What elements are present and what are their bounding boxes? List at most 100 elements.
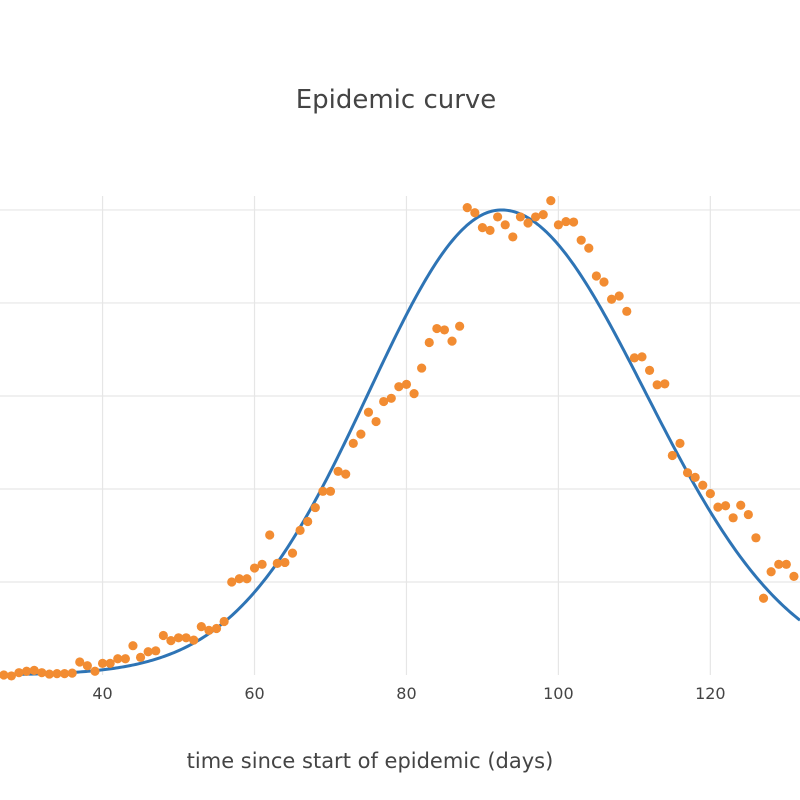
data-point — [325, 486, 336, 496]
data-point — [599, 277, 609, 287]
data-point — [485, 225, 495, 236]
data-point — [257, 559, 267, 569]
x-axis-title: time since start of epidemic (days) — [187, 749, 554, 773]
data-point — [333, 466, 343, 476]
data-point — [713, 502, 723, 512]
data-point — [758, 593, 769, 603]
data-point — [493, 212, 503, 222]
x-tick-label: 80 — [396, 684, 416, 703]
data-point — [105, 658, 115, 668]
fitted-curve-line — [0, 208, 800, 677]
data-point — [158, 630, 168, 641]
data-point — [310, 502, 320, 513]
data-point — [120, 654, 130, 664]
data-point — [553, 220, 564, 230]
chart-title: Epidemic curve — [296, 85, 497, 115]
data-point — [523, 218, 533, 228]
data-point — [477, 223, 488, 233]
data-point — [470, 208, 480, 218]
data-point — [682, 468, 693, 478]
x-tick-label: 60 — [244, 684, 264, 703]
data-point — [736, 500, 746, 510]
data-point — [531, 212, 541, 222]
data-points-layer — [0, 196, 799, 681]
data-point — [0, 670, 9, 680]
data-point — [606, 294, 617, 304]
data-point — [59, 669, 70, 679]
data-point — [82, 661, 92, 671]
data-point — [189, 635, 199, 645]
data-point — [272, 558, 282, 568]
data-point — [394, 382, 404, 392]
data-point — [386, 393, 396, 403]
data-point — [173, 633, 184, 643]
data-point — [75, 657, 85, 667]
data-point — [584, 243, 594, 253]
data-point — [143, 647, 153, 657]
data-point — [629, 353, 639, 363]
data-point — [667, 450, 677, 461]
data-point — [447, 336, 457, 346]
data-point — [728, 513, 738, 523]
data-point — [128, 641, 138, 651]
data-point — [219, 616, 229, 627]
data-point — [21, 666, 32, 676]
data-point — [44, 669, 54, 679]
data-point — [204, 625, 214, 635]
data-point — [249, 563, 260, 573]
data-point — [90, 666, 100, 676]
data-point — [455, 321, 465, 331]
data-point — [576, 235, 586, 245]
data-point — [348, 438, 358, 449]
data-point — [644, 365, 655, 375]
data-point — [432, 323, 442, 334]
data-point — [515, 212, 526, 222]
data-point — [135, 652, 146, 662]
x-tick-label: 40 — [92, 684, 112, 703]
fitted-curve-layer — [0, 208, 800, 677]
data-point — [318, 486, 328, 496]
x-tick-labels: 40 60 80 100 120 — [92, 684, 725, 703]
data-point — [743, 509, 753, 520]
data-point — [287, 548, 298, 558]
data-point — [409, 389, 419, 399]
data-point — [363, 407, 374, 417]
data-point — [234, 574, 244, 584]
data-point — [500, 220, 510, 230]
data-point — [690, 472, 700, 482]
data-point — [439, 325, 450, 335]
data-point — [538, 210, 548, 220]
data-point — [591, 271, 601, 281]
data-point — [379, 396, 389, 407]
data-point — [151, 646, 161, 656]
data-point — [280, 557, 290, 568]
data-point — [417, 363, 427, 373]
x-tick-label: 100 — [543, 684, 574, 703]
data-point — [52, 669, 62, 679]
data-point — [569, 217, 579, 227]
data-point — [67, 668, 77, 678]
data-point — [766, 567, 776, 577]
data-point — [652, 380, 662, 390]
data-point — [774, 559, 784, 569]
data-point — [242, 574, 252, 584]
data-point — [371, 416, 381, 427]
data-point — [424, 337, 434, 348]
x-tick-label: 120 — [695, 684, 726, 703]
data-point — [622, 306, 632, 316]
data-point — [181, 633, 191, 643]
data-point — [789, 571, 799, 582]
data-point — [781, 559, 791, 569]
data-point — [561, 216, 571, 227]
gridlines — [0, 196, 800, 675]
data-point — [751, 533, 761, 543]
data-point — [37, 668, 47, 678]
data-point — [637, 352, 647, 362]
data-point — [720, 501, 731, 511]
data-point — [227, 577, 237, 587]
data-point — [295, 525, 305, 535]
data-point — [14, 668, 24, 678]
data-point — [6, 671, 17, 681]
